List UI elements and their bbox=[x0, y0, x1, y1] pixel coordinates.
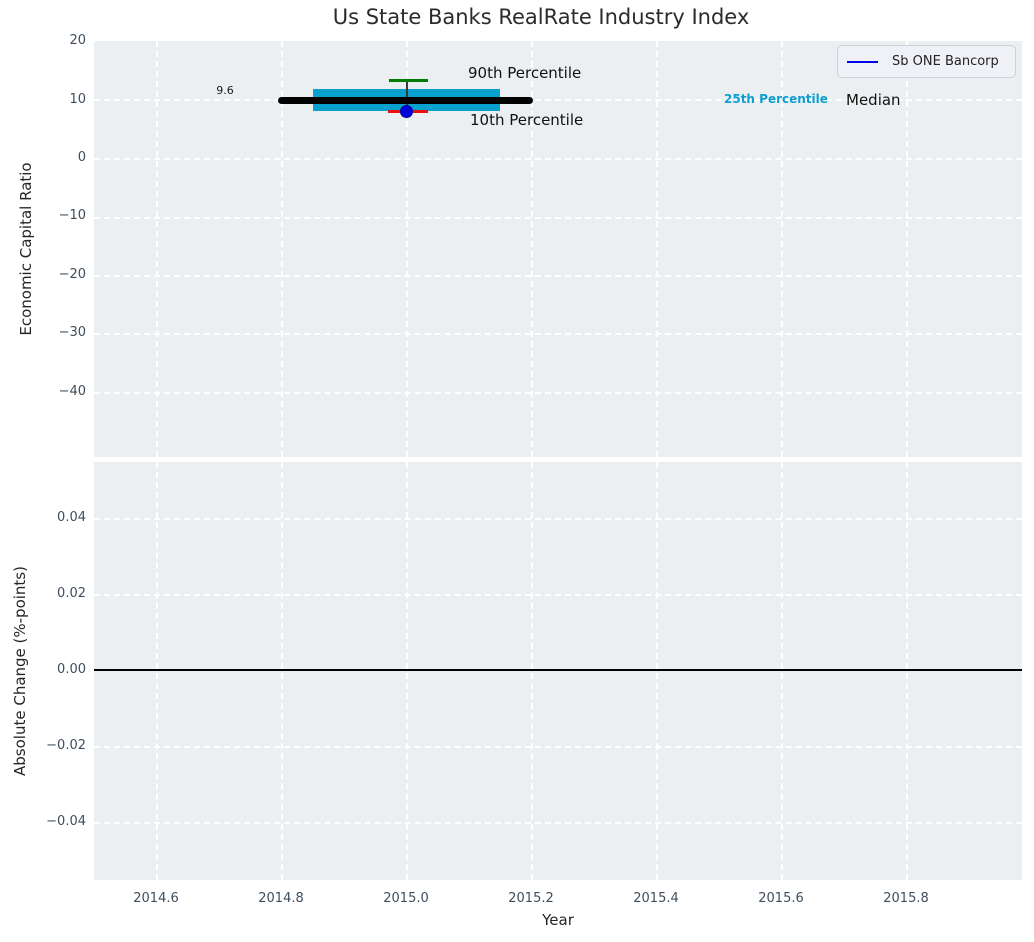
y-tick-label: −0.04 bbox=[46, 814, 86, 829]
company-value-dot bbox=[400, 105, 413, 118]
y-tick-label: 20 bbox=[69, 33, 86, 48]
y-tick-label: 0 bbox=[77, 150, 86, 165]
x-tick-label: 2015.4 bbox=[633, 891, 679, 906]
x-tick-label: 2015.0 bbox=[383, 891, 429, 906]
x-tick-label: 2015.8 bbox=[883, 891, 929, 906]
legend-box: Sb ONE Bancorp bbox=[837, 45, 1016, 78]
y-tick-label: 10 bbox=[69, 92, 86, 107]
annotation-10th-percentile: 10th Percentile bbox=[470, 111, 584, 129]
zero-change-line bbox=[94, 669, 1022, 671]
annotation-25th-percentile: 25th Percentile bbox=[724, 92, 828, 106]
gridline-vertical bbox=[406, 462, 408, 880]
median-line bbox=[278, 97, 533, 104]
gridline-vertical bbox=[156, 462, 158, 880]
gridline-vertical bbox=[281, 41, 283, 457]
y-tick-label: −10 bbox=[58, 208, 86, 223]
gridline-vertical bbox=[156, 41, 158, 457]
y-tick-label: −30 bbox=[58, 325, 86, 340]
median-value-label: 9.6 bbox=[216, 84, 234, 97]
y-tick-label: −40 bbox=[58, 384, 86, 399]
whisker-line bbox=[406, 80, 408, 113]
bottom-plot-area bbox=[94, 462, 1022, 880]
gridline-vertical bbox=[531, 41, 533, 457]
x-tick-label: 2015.2 bbox=[508, 891, 554, 906]
gridline-horizontal bbox=[94, 392, 1022, 394]
gridline-vertical bbox=[656, 41, 658, 457]
y-axis-label-top: Economic Capital Ratio bbox=[17, 162, 35, 336]
gridline-vertical bbox=[781, 41, 783, 457]
y-tick-label: 0.04 bbox=[57, 510, 86, 525]
gridline-vertical bbox=[906, 41, 908, 457]
gridline-horizontal bbox=[94, 746, 1022, 748]
x-tick-label: 2014.8 bbox=[258, 891, 304, 906]
gridline-vertical bbox=[656, 462, 658, 880]
gridline-vertical bbox=[531, 462, 533, 880]
gridline-horizontal bbox=[94, 99, 1022, 101]
x-axis-label: Year bbox=[542, 911, 574, 929]
gridline-horizontal bbox=[94, 822, 1022, 824]
y-tick-label: −20 bbox=[58, 267, 86, 282]
gridline-horizontal bbox=[94, 275, 1022, 277]
y-tick-label: 0.00 bbox=[57, 662, 86, 677]
annotation-median: Median bbox=[846, 91, 901, 109]
y-tick-label: 0.02 bbox=[57, 586, 86, 601]
gridline-vertical bbox=[406, 41, 408, 457]
y-axis-label-bottom: Absolute Change (%-points) bbox=[11, 566, 29, 776]
whisker-cap-90th bbox=[389, 79, 428, 82]
legend-label: Sb ONE Bancorp bbox=[892, 54, 999, 69]
gridline-vertical bbox=[281, 462, 283, 880]
gridline-horizontal bbox=[94, 518, 1022, 520]
legend-line-icon bbox=[847, 60, 878, 63]
gridline-vertical bbox=[781, 462, 783, 880]
top-plot-area: 9.6 90th Percentile 10th Percentile 25th… bbox=[94, 41, 1022, 457]
x-tick-label: 2015.6 bbox=[758, 891, 804, 906]
gridline-vertical bbox=[906, 462, 908, 880]
annotation-90th-percentile: 90th Percentile bbox=[468, 64, 582, 82]
gridline-horizontal bbox=[94, 217, 1022, 219]
y-tick-label: −0.02 bbox=[46, 738, 86, 753]
gridline-horizontal bbox=[94, 158, 1022, 160]
gridline-horizontal bbox=[94, 594, 1022, 596]
x-tick-label: 2014.6 bbox=[133, 891, 179, 906]
gridline-horizontal bbox=[94, 333, 1022, 335]
chart-title: Us State Banks RealRate Industry Index bbox=[332, 5, 750, 29]
